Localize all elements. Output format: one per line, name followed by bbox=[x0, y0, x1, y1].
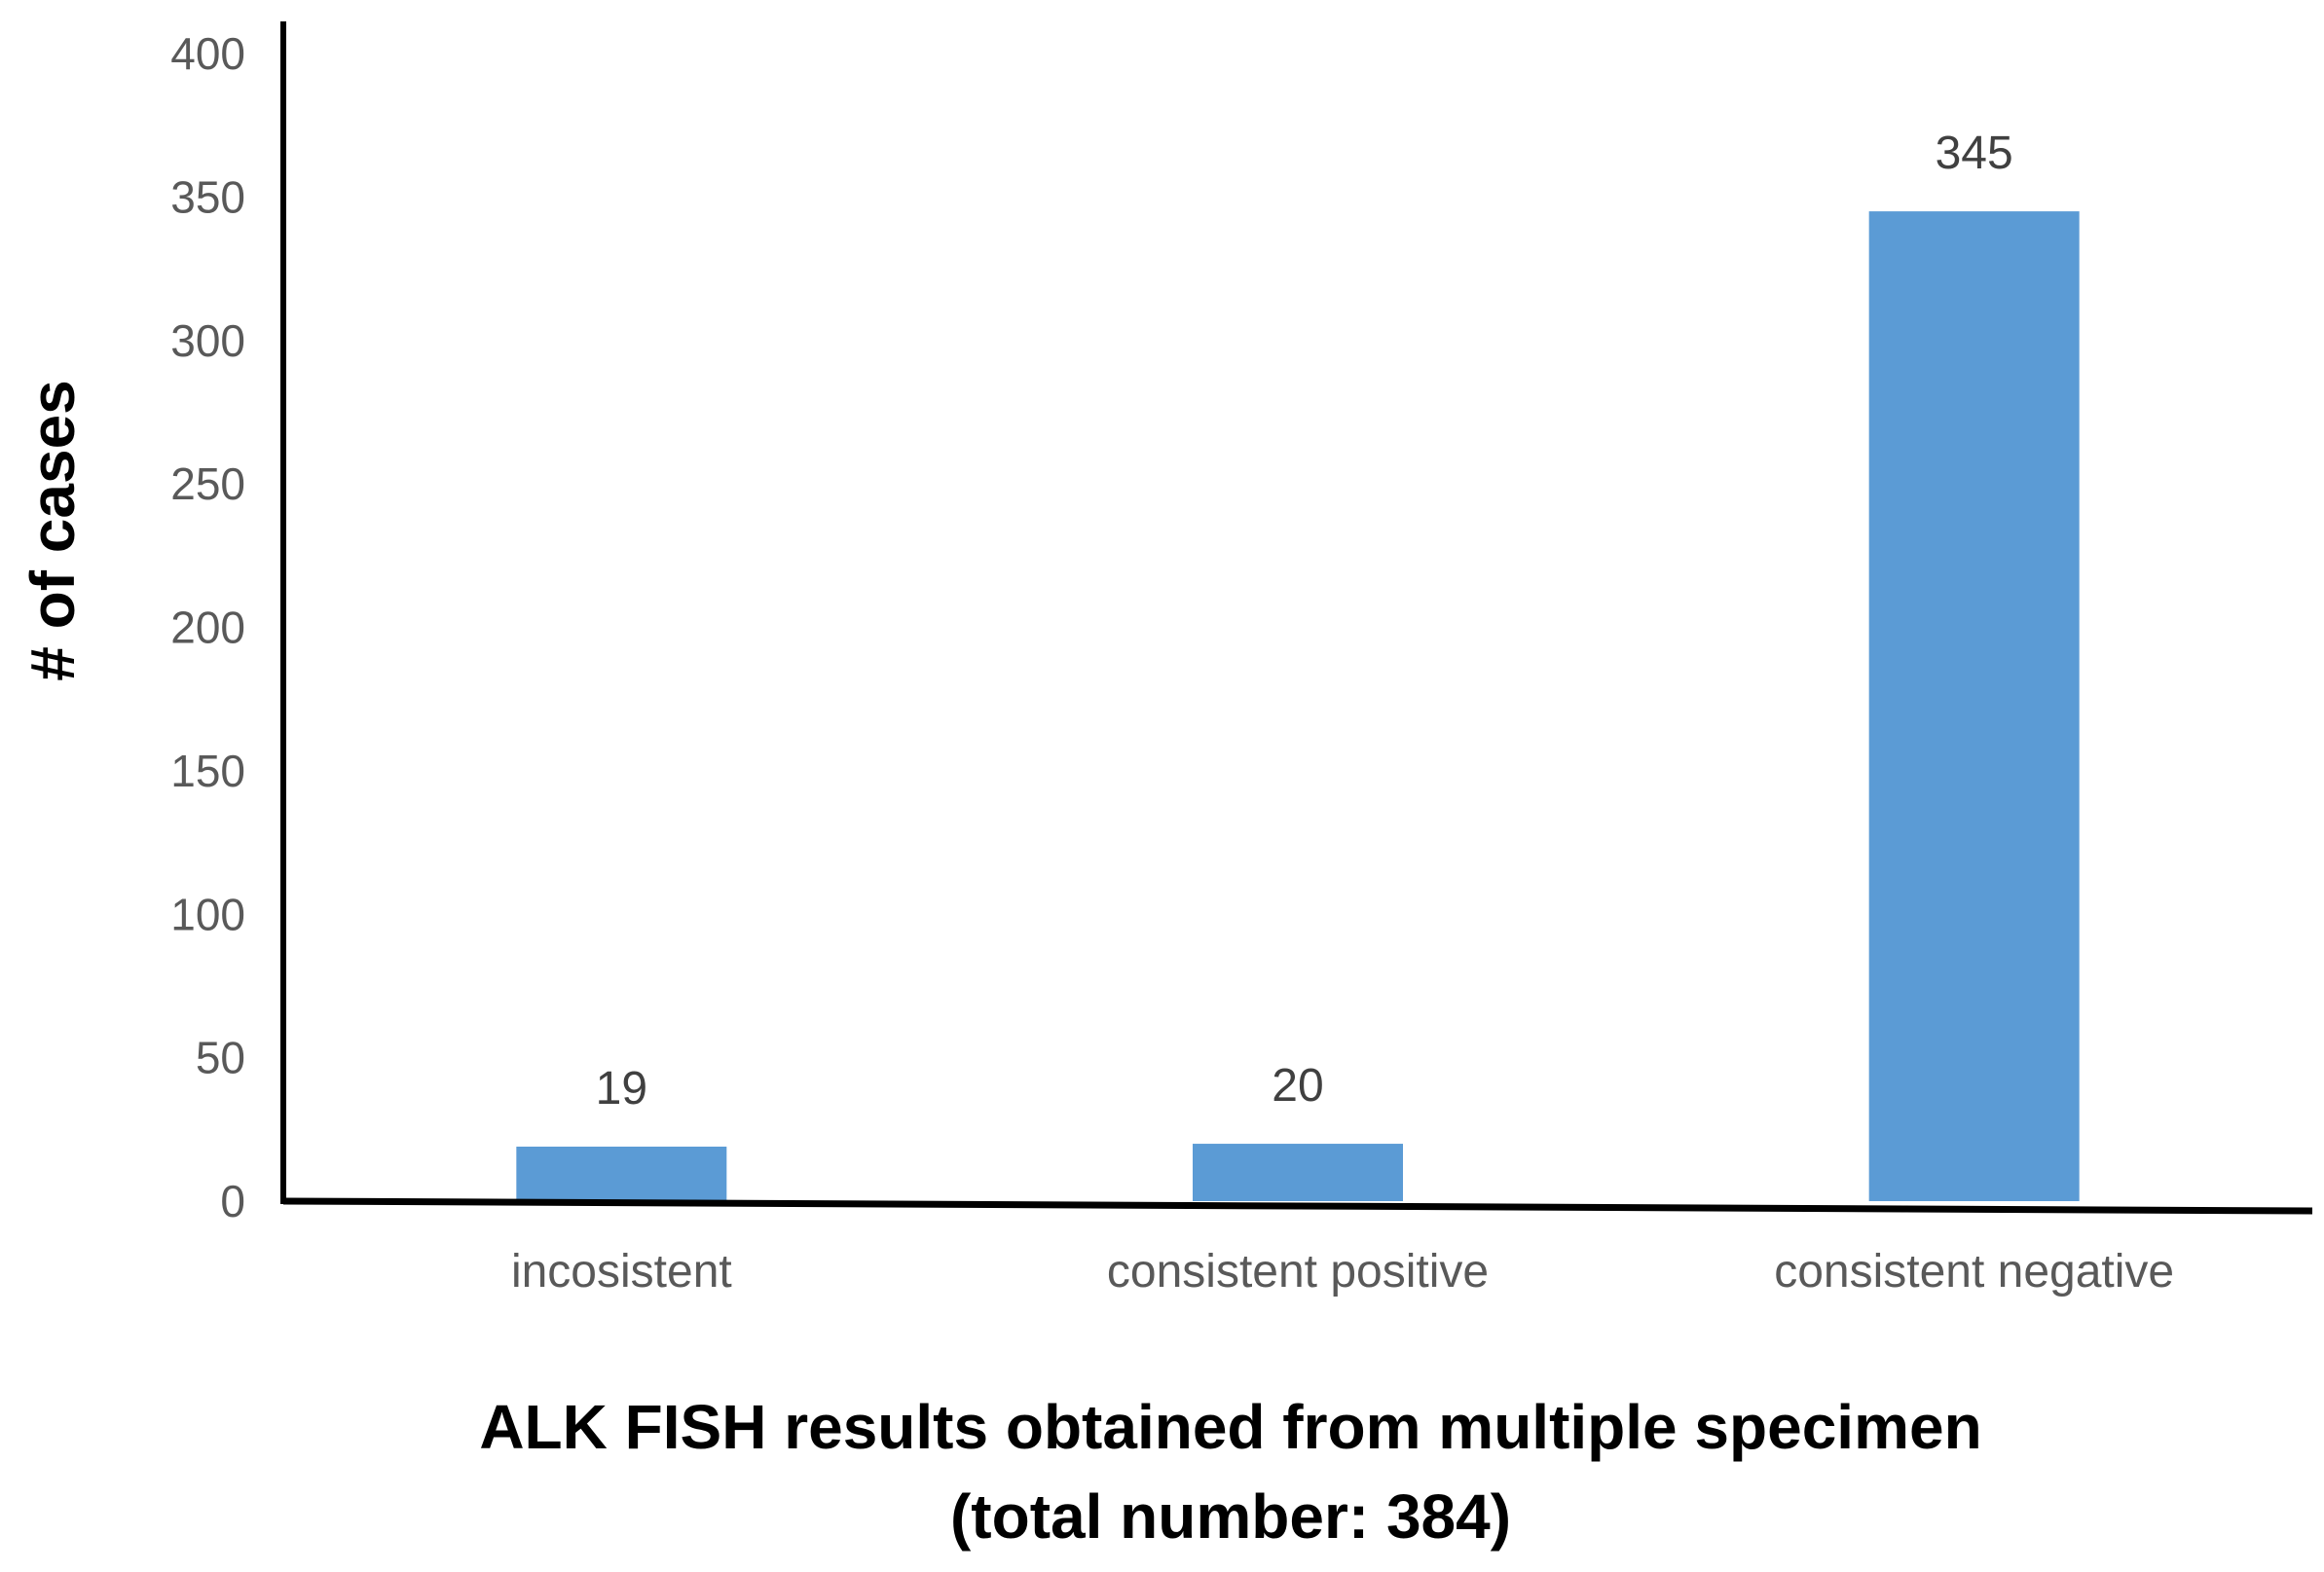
y-tick-label: 150 bbox=[170, 746, 245, 796]
y-tick-label: 50 bbox=[196, 1033, 245, 1083]
y-axis-ticks: 0 50 100 150 200 250 300 350 400 bbox=[170, 28, 245, 1226]
bar bbox=[516, 1146, 727, 1201]
y-axis-title: # of cases bbox=[18, 380, 88, 681]
data-label: 19 bbox=[596, 1063, 647, 1115]
y-tick-label: 350 bbox=[170, 171, 245, 222]
y-tick-label: 400 bbox=[170, 28, 245, 79]
category-labels: incosistent consistent positive consistent… bbox=[511, 1246, 2174, 1298]
bars bbox=[516, 211, 2080, 1202]
y-tick-label: 300 bbox=[170, 315, 245, 366]
category-label: consistent positive bbox=[1107, 1246, 1489, 1298]
bar bbox=[1193, 1144, 1403, 1201]
data-labels: 19 20 345 bbox=[596, 128, 2013, 1115]
data-label: 345 bbox=[1936, 128, 2013, 179]
category-label: consistent negative bbox=[1774, 1246, 2174, 1298]
data-label: 20 bbox=[1272, 1060, 1323, 1112]
category-label: incosistent bbox=[511, 1246, 732, 1298]
x-axis-title-line2: (total number: 384) bbox=[950, 1481, 1511, 1552]
x-axis-title-line1: ALK FISH results obtained from multiple … bbox=[479, 1392, 1981, 1462]
bar bbox=[1868, 211, 2080, 1202]
y-tick-label: 0 bbox=[220, 1176, 245, 1226]
y-tick-label: 200 bbox=[170, 603, 245, 653]
y-tick-label: 100 bbox=[170, 889, 245, 939]
x-axis-line bbox=[282, 1197, 2313, 1215]
y-tick-label: 250 bbox=[170, 458, 245, 509]
